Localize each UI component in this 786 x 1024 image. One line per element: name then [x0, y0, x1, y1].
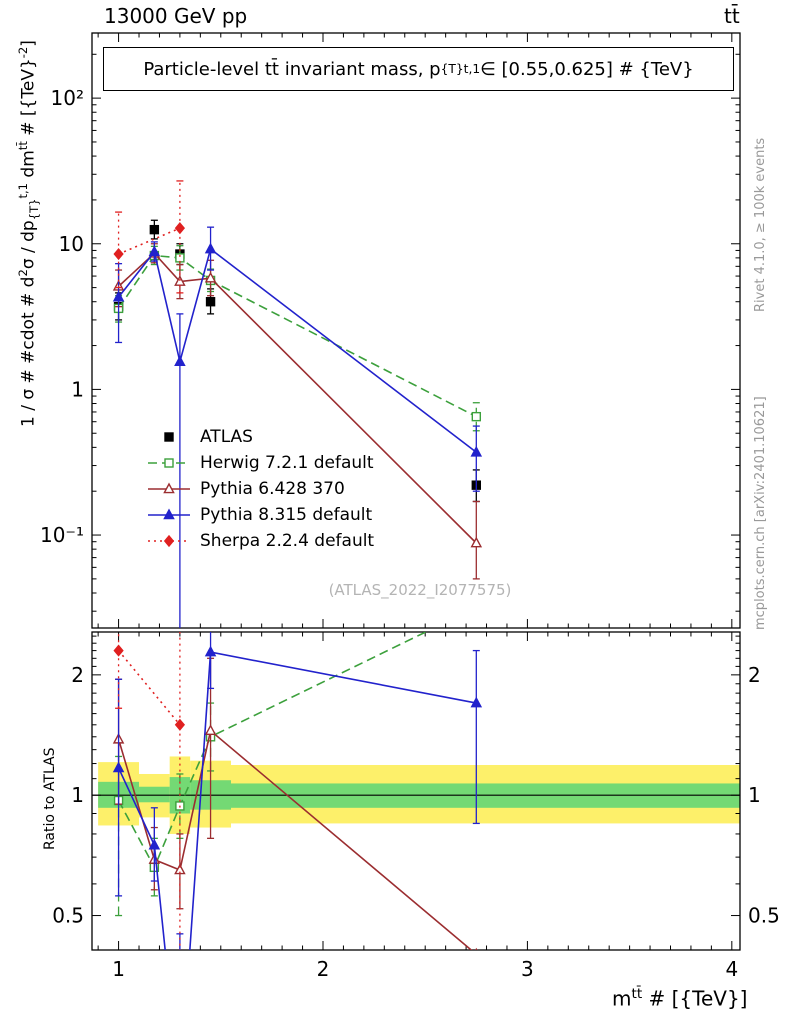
y-tick-label-main: 1: [71, 377, 84, 401]
band-green: [139, 786, 170, 803]
marker-triangle-filled: [112, 290, 125, 302]
x-tick-label: 2: [317, 957, 330, 981]
tick-labels: 1 2 3 4 10² 10 1 10⁻¹ 2 2 1 1 0.5 0.5: [40, 86, 780, 981]
legend-item-atlas: ATLAS: [146, 424, 374, 450]
series-pythia-8-315-default-main: [112, 226, 483, 628]
legend-label-sherpa-2-2-4-default: Sherpa 2.2.4 default: [200, 531, 375, 551]
header-beam-energy: 13000 GeV pp: [104, 4, 248, 28]
y-tick-label-main: 10²: [51, 86, 84, 110]
marker-triangle-filled: [163, 508, 175, 520]
legend-item-pythia-6-428-370: Pythia 6.428 370: [146, 476, 374, 502]
series-pythia-8-315-default-ratio: [112, 632, 483, 950]
marker-triangle-filled: [148, 838, 161, 850]
marker-triangle-filled: [174, 355, 186, 366]
legend-sample-atlas: [164, 432, 174, 442]
y-tick-label-main: 10⁻¹: [40, 523, 84, 547]
legend-item-herwig-7-2-1-default: Herwig 7.2.1 default: [146, 450, 374, 476]
series-line: [117, 247, 477, 453]
axis-ticks: [92, 33, 740, 950]
main-plot-frame: [91, 32, 741, 629]
marker-diamond-filled: [113, 247, 124, 261]
series-sherpa-2-2-4-default-main: [113, 180, 186, 294]
rivet-version-label: Rivet 4.1.0, ≥ 100k events: [753, 137, 768, 312]
legend-label-atlas: ATLAS: [200, 427, 253, 447]
y-tick-label-ratio-right: 0.5: [748, 904, 780, 928]
y-axis-label-main: 1 / σ # #cdot # d2σ / dp{T}t,1 dmtt̄ # […: [16, 40, 42, 427]
y-tick-label-ratio-left: 2: [71, 663, 84, 687]
marker-triangle-filled: [470, 696, 483, 708]
series-line: [117, 651, 477, 950]
x-tick-label: 3: [521, 957, 534, 981]
plot-title: Particle-level tt̄ invariant mass, p {T} t…: [103, 47, 734, 91]
marker-triangle-open: [470, 536, 483, 548]
marker-diamond-filled: [174, 222, 186, 235]
series-line: [117, 254, 477, 418]
marker-square-open: [164, 458, 174, 468]
legend-label-pythia-8-315-default: Pythia 8.315 default: [200, 505, 373, 525]
marker-triangle-filled: [204, 645, 217, 657]
header-process: tt̄: [724, 4, 740, 28]
marker-square-filled: [149, 224, 160, 235]
y-tick-label-ratio-left: 1: [71, 783, 84, 807]
series-line: [117, 650, 181, 726]
legend-sample-sherpa-2-2-4-default: [148, 534, 190, 548]
x-axis-label: mtt̄ # [{TeV}]: [612, 986, 748, 1011]
ratio-plot-frame: [91, 631, 741, 951]
watermark-analysis-id: (ATLAS_2022_I2077575): [328, 581, 512, 599]
marker-square-filled: [205, 297, 216, 307]
x-tick-label: 4: [725, 957, 738, 981]
marker-square-open: [471, 411, 482, 422]
series-herwig-7-2-1-default-main: [113, 245, 482, 432]
marker-diamond-filled: [113, 644, 124, 657]
legend-label-herwig-7-2-1-default: Herwig 7.2.1 default: [200, 453, 374, 473]
legend: ATLAS Herwig 7.2.1 default Pythia 6.428 37…: [146, 424, 374, 554]
y-tick-label-ratio-right: 2: [748, 663, 761, 687]
legend-label-pythia-6-428-370: Pythia 6.428 370: [200, 479, 345, 499]
marker-triangle-open: [204, 271, 217, 283]
marker-triangle-filled: [470, 445, 483, 457]
series-sherpa-2-2-4-default-ratio: [113, 632, 186, 950]
marker-triangle-filled: [148, 245, 161, 257]
marker-triangle-filled: [204, 242, 217, 254]
marker-diamond-filled: [174, 718, 186, 731]
marker-triangle-open: [475, 947, 478, 950]
x-tick-label: 1: [112, 957, 125, 981]
series-line: [118, 227, 181, 255]
y-tick-label-main: 10: [59, 232, 84, 256]
legend-sample-pythia-8-315-default: [148, 508, 190, 520]
legend-sample-herwig-7-2-1-default: [148, 458, 190, 468]
y-axis-label-ratio: Ratio to ATLAS: [42, 747, 58, 850]
marker-triangle-open: [163, 482, 175, 494]
mcplots-arxiv-label: mcplots.cern.ch [arXiv:2401.10621]: [753, 396, 768, 630]
marker-square-filled: [164, 432, 174, 442]
series-herwig-7-2-1-default-ratio: [113, 603, 480, 917]
legend-item-pythia-8-315-default: Pythia 8.315 default: [146, 502, 374, 528]
y-tick-label-ratio-right: 1: [748, 783, 761, 807]
marker-diamond-filled: [163, 534, 175, 548]
y-tick-label-ratio-left: 0.5: [52, 904, 84, 928]
marker-square-open: [472, 603, 480, 611]
marker-triangle-open: [204, 724, 217, 735]
legend-sample-pythia-6-428-370: [148, 482, 190, 494]
legend-item-sherpa-2-2-4-default: Sherpa 2.2.4 default: [146, 528, 374, 554]
marker-triangle-filled: [112, 761, 125, 773]
